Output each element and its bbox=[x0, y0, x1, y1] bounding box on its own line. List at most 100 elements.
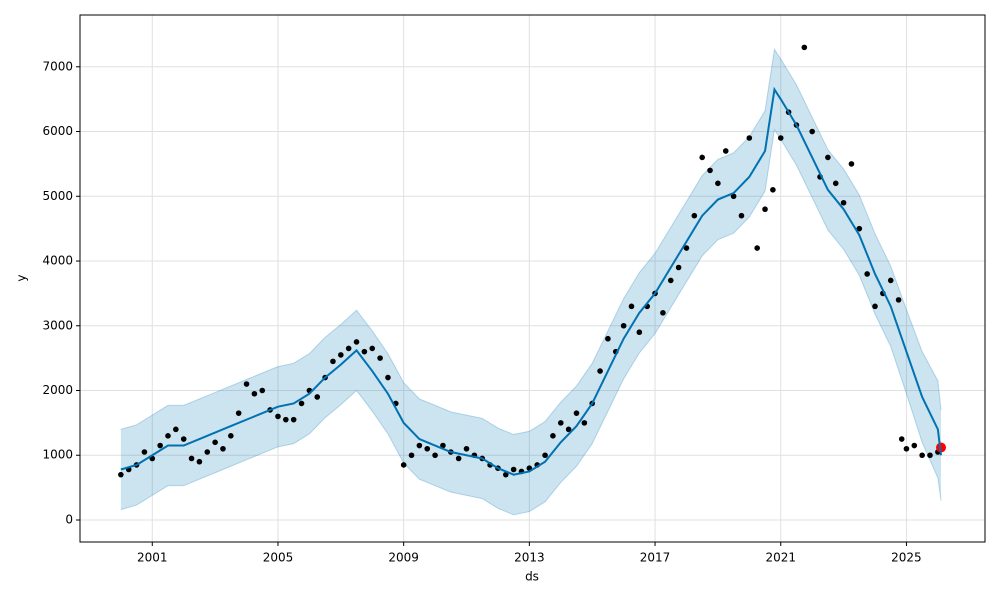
observed-point bbox=[330, 358, 336, 365]
observed-point bbox=[118, 471, 124, 478]
observed-point bbox=[196, 458, 203, 465]
observed-point bbox=[738, 212, 745, 219]
lower-bound bbox=[120, 128, 942, 516]
observed-point bbox=[565, 426, 572, 433]
y-tick-label: 4000 bbox=[42, 254, 73, 268]
observed-point bbox=[895, 297, 902, 303]
observed-point bbox=[345, 345, 352, 352]
observed-point bbox=[691, 212, 698, 219]
observed-point bbox=[887, 277, 894, 284]
observed-point bbox=[220, 445, 226, 452]
observed-point bbox=[275, 413, 281, 420]
x-tick-label: 2025 bbox=[891, 551, 922, 565]
observed-point bbox=[770, 187, 776, 193]
x-tick-label: 2013 bbox=[514, 551, 545, 565]
observed-point bbox=[314, 394, 321, 400]
observed-point bbox=[377, 355, 383, 361]
forecast-line bbox=[120, 86, 942, 476]
observed-point bbox=[298, 400, 305, 407]
observed-point bbox=[353, 339, 360, 345]
observed-point bbox=[141, 449, 148, 455]
x-tick-label: 2005 bbox=[263, 551, 294, 565]
observed-point bbox=[180, 436, 187, 442]
observed-point bbox=[573, 410, 580, 416]
observed-point bbox=[235, 410, 242, 416]
observed-point bbox=[898, 436, 905, 442]
observed-point bbox=[636, 329, 643, 336]
observed-point bbox=[620, 322, 627, 329]
observed-point bbox=[762, 206, 768, 213]
observed-point bbox=[911, 442, 918, 449]
observed-point bbox=[542, 452, 548, 459]
observed-point bbox=[424, 445, 431, 452]
observed-point bbox=[408, 452, 415, 459]
observed-point bbox=[361, 348, 368, 355]
observed-point bbox=[550, 433, 556, 439]
observed-point bbox=[809, 128, 815, 135]
observed-point bbox=[801, 44, 808, 51]
observed-point bbox=[715, 180, 721, 187]
observed-point bbox=[707, 167, 713, 174]
observed-point bbox=[667, 277, 674, 284]
observed-point bbox=[903, 445, 910, 452]
observed-point bbox=[338, 352, 344, 358]
observed-point bbox=[730, 193, 737, 200]
uncertainty-band bbox=[120, 49, 942, 515]
y-tick-label: 2000 bbox=[42, 383, 73, 397]
upper-bound bbox=[120, 47, 942, 436]
observed-point bbox=[777, 135, 784, 141]
plot-frame bbox=[79, 14, 986, 543]
y-tick-label: 3000 bbox=[42, 318, 73, 332]
observed-point bbox=[385, 374, 391, 381]
observed-point bbox=[212, 439, 218, 446]
observed-point bbox=[165, 433, 171, 439]
observed-point bbox=[927, 452, 933, 459]
observed-point bbox=[243, 381, 250, 387]
x-tick-label: 2017 bbox=[640, 551, 671, 565]
observed-point bbox=[369, 345, 376, 352]
observed-point bbox=[416, 442, 423, 449]
observed-point bbox=[675, 264, 682, 271]
observed-point bbox=[557, 420, 564, 426]
observed-point bbox=[628, 303, 635, 310]
observed-point bbox=[722, 148, 729, 154]
observed-point bbox=[283, 416, 289, 423]
observed-point bbox=[848, 161, 855, 167]
x-tick-label: 2001 bbox=[137, 551, 168, 565]
y-tick-label: 5000 bbox=[42, 189, 73, 203]
observed-point bbox=[204, 449, 211, 455]
observed-point bbox=[660, 310, 666, 316]
observed-point bbox=[840, 199, 847, 206]
observed-point bbox=[872, 303, 878, 310]
observed-point bbox=[581, 420, 588, 426]
observed-point bbox=[699, 154, 705, 161]
x-tick-label: 2021 bbox=[765, 551, 796, 565]
x-axis-label: ds bbox=[525, 570, 539, 584]
observed-point bbox=[228, 433, 234, 439]
y-tick-label: 1000 bbox=[42, 448, 73, 462]
observed-point bbox=[510, 466, 517, 473]
observed-point bbox=[597, 368, 603, 374]
observed-point bbox=[864, 271, 870, 277]
y-tick-label: 7000 bbox=[42, 59, 73, 73]
observed-point bbox=[502, 471, 509, 478]
observed-point bbox=[455, 455, 462, 462]
observed-point bbox=[432, 452, 438, 459]
y-axis-label: y bbox=[15, 274, 29, 281]
observed-point bbox=[173, 426, 179, 433]
observed-point bbox=[754, 245, 760, 251]
y-tick-label: 6000 bbox=[42, 124, 73, 138]
observed-point bbox=[463, 445, 470, 452]
observed-point bbox=[290, 416, 297, 423]
observed-point bbox=[919, 452, 925, 459]
observed-point bbox=[825, 154, 831, 161]
observed-point bbox=[605, 335, 611, 342]
observed-point bbox=[832, 180, 839, 187]
observed-point bbox=[251, 390, 258, 397]
y-tick-label: 0 bbox=[65, 512, 73, 526]
observed-point bbox=[440, 442, 446, 449]
observed-point bbox=[188, 455, 195, 462]
observed-point bbox=[259, 387, 266, 394]
observed-point bbox=[746, 135, 753, 141]
